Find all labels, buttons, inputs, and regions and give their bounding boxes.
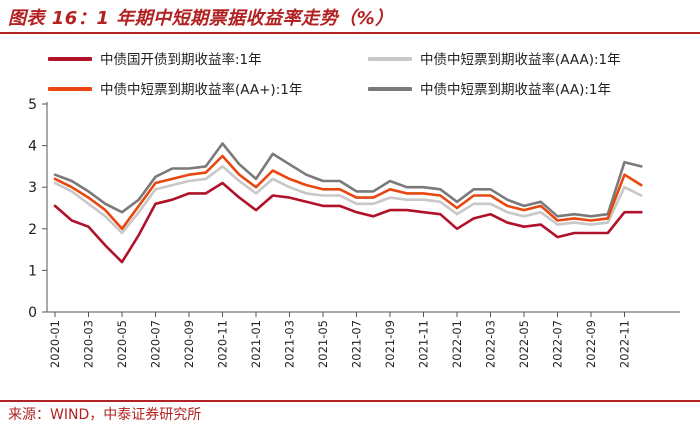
x-tick-label: 2022-01 [450, 320, 464, 368]
source-note: 来源：WIND，中泰证券研究所 [8, 407, 202, 423]
legend-swatch-s1 [48, 57, 92, 61]
x-tick-label: 2020-01 [48, 320, 62, 368]
legend-swatch-s3 [48, 87, 92, 91]
x-tick-label: 2020-11 [216, 320, 230, 368]
x-tick-label: 2022-11 [618, 320, 632, 368]
y-tick-label: 1 [28, 263, 37, 279]
series-line-3 [53, 154, 643, 231]
legend-label-s3: 中债中短票到期收益率(AA+):1年 [100, 82, 303, 98]
y-tick-label: 4 [28, 139, 37, 155]
x-tick-label: 2021-09 [383, 320, 397, 368]
x-tick-label: 2021-11 [417, 320, 431, 368]
x-tick-label: 2020-09 [182, 320, 196, 368]
y-tick-label: 3 [28, 180, 37, 196]
x-tick-label: 2022-03 [484, 320, 498, 368]
y-tick-label: 0 [28, 305, 37, 321]
x-tick-label: 2021-05 [316, 320, 330, 368]
x-tick-label: 2020-07 [149, 320, 163, 368]
series-line-2 [53, 165, 643, 235]
series-line-1 [53, 181, 643, 264]
x-tick-label: 2020-03 [82, 320, 96, 368]
x-tick-label: 2022-05 [517, 320, 531, 368]
x-tick-label: 2020-05 [115, 320, 129, 368]
legend-label-s2: 中债中短票到期收益率(AAA):1年 [420, 52, 621, 68]
x-tick-label: 2021-03 [283, 320, 297, 368]
top-rule [0, 32, 700, 34]
series-line-4 [53, 142, 643, 218]
x-tick-label: 2022-09 [584, 320, 598, 368]
legend: 中债国开债到期收益率:1年 中债中短票到期收益率(AAA):1年 中债中短票到期… [0, 0, 700, 100]
x-tick-label: 2021-01 [249, 320, 263, 368]
legend-label-s1: 中债国开债到期收益率:1年 [100, 52, 262, 68]
legend-label-s4: 中债中短票到期收益率(AA):1年 [420, 82, 612, 98]
legend-swatch-s4 [368, 87, 412, 91]
legend-swatch-s2 [368, 57, 412, 61]
figure-title: 图表 16：1 年期中短期票据收益率走势（%） [8, 8, 394, 29]
y-tick-label: 5 [28, 97, 37, 113]
y-tick-label: 2 [28, 222, 37, 238]
line-chart: 0 1 2 3 4 5 2020-01 2020-03 2020-05 2020-07 2020-0… [28, 97, 680, 368]
x-tick-label: 2022-07 [551, 320, 565, 368]
x-tick-label: 2021-07 [350, 320, 364, 368]
bottom-rule [0, 400, 700, 402]
